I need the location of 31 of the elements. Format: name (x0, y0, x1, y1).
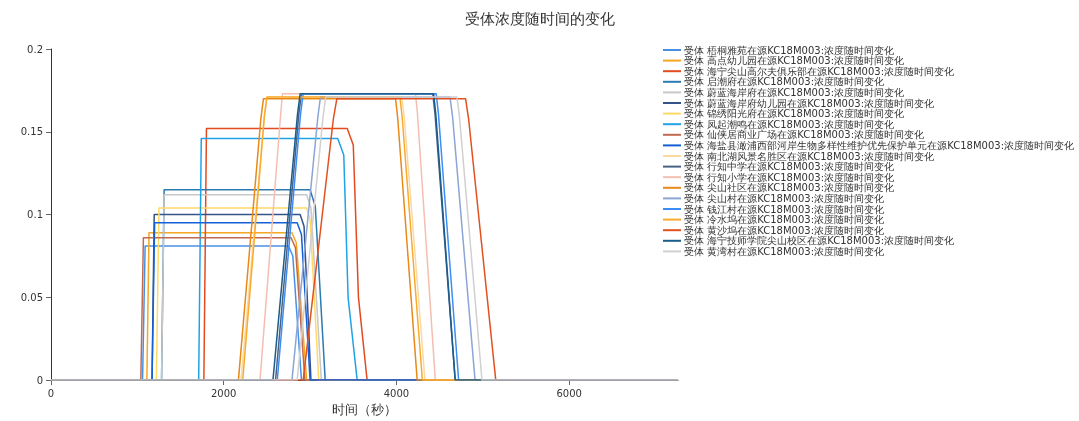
legend-label: 受体 蔚蓝海岸府在源KC18M003:浓度随时间变化 (684, 86, 904, 98)
legend-label: 受体 海盐县澉浦西部河岸生物多样性维护优先保护单元在源KC18M003:浓度随时间变化 (684, 139, 1074, 151)
chart-title: 受体浓度随时间的变化 (464, 9, 615, 28)
y-tick-label: 0 (36, 374, 43, 386)
x-tick-label: 4000 (383, 387, 410, 399)
y-tick-label: 0.05 (20, 291, 43, 303)
legend-label: 受体 黄沙坞在源KC18M003:浓度随时间变化 (684, 224, 884, 236)
y-tick-label: 0.2 (27, 43, 43, 55)
legend-label: 受体 行知小学在源KC18M003:浓度随时间变化 (684, 171, 894, 183)
legend-label: 受体 凤起潮鸣在源KC18M003:浓度随时间变化 (684, 118, 894, 130)
y-tick-label: 0.1 (27, 209, 43, 221)
legend-label: 受体 南北湖风景名胜区在源KC18M003:浓度随时间变化 (684, 150, 934, 162)
x-tick-label: 2000 (211, 387, 237, 399)
legend-label: 受体 尖山社区在源KC18M003:浓度随时间变化 (684, 182, 894, 194)
legend-label: 受体 锦绣阳光府在源KC18M003:浓度随时间变化 (684, 108, 904, 120)
y-tick-label: 0.15 (20, 126, 43, 138)
legend-label: 受体 行知中学在源KC18M003:浓度随时间变化 (684, 161, 894, 173)
x-tick-label: 6000 (556, 387, 582, 399)
legend-label: 受体 黄湾村在源KC18M003:浓度随时间变化 (684, 245, 884, 257)
x-axis-title: 时间（秒） (332, 402, 397, 417)
legend-label: 受体 高点幼儿园在源KC18M003:浓度随时间变化 (684, 55, 904, 67)
legend-label: 受体 海宁尖山高尔夫俱乐部在源KC18M003:浓度随时间变化 (684, 65, 954, 77)
legend-label: 受体 梧桐雅苑在源KC18M003:浓度随时间变化 (684, 44, 894, 56)
legend-label: 受体 钱江村在源KC18M003:浓度随时间变化 (684, 203, 884, 215)
legend-label: 受体 启潮府在源KC18M003:浓度随时间变化 (684, 76, 884, 88)
x-tick-label: 0 (47, 387, 55, 399)
legend-label: 受体 仙侠居商业广场在源KC18M003:浓度随时间变化 (684, 129, 924, 141)
legend-label: 受体 冷水坞在源KC18M003:浓度随时间变化 (684, 214, 884, 226)
legend-label: 受体 尖山村在源KC18M003:浓度随时间变化 (684, 192, 884, 204)
legend-label: 受体 海宁技师学院尖山校区在源KC18M003:浓度随时间变化 (684, 235, 954, 247)
legend-label: 受体 蔚蓝海岸府幼儿园在源KC18M003:浓度随时间变化 (684, 97, 934, 109)
